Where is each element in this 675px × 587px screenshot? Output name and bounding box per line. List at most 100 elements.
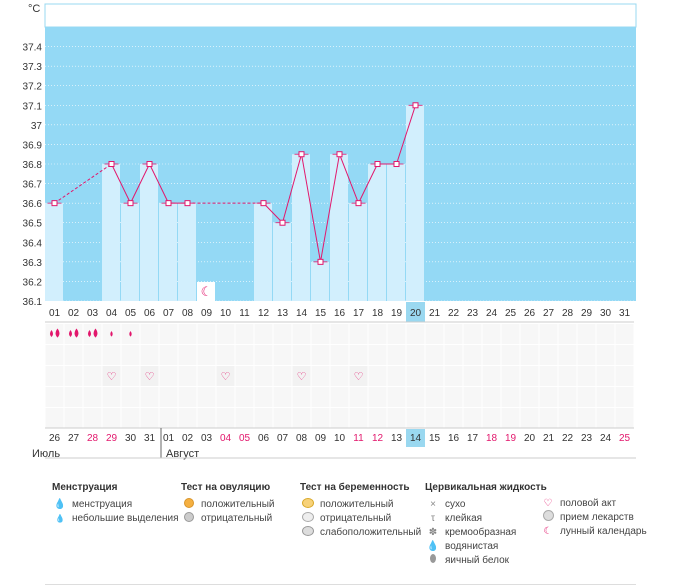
marker-cell[interactable] xyxy=(501,366,520,386)
marker-cell[interactable] xyxy=(444,366,463,386)
marker-cell[interactable] xyxy=(425,387,444,407)
marker-cell[interactable] xyxy=(45,366,64,386)
marker-cell[interactable] xyxy=(216,324,235,344)
marker-cell[interactable] xyxy=(140,345,159,365)
marker-cell[interactable] xyxy=(178,408,197,428)
marker-cell[interactable] xyxy=(577,408,596,428)
marker-cell[interactable] xyxy=(349,387,368,407)
marker-cell[interactable] xyxy=(102,387,121,407)
marker-cell[interactable] xyxy=(463,345,482,365)
marker-cell[interactable] xyxy=(216,387,235,407)
marker-cell[interactable] xyxy=(482,324,501,344)
temperature-point[interactable] xyxy=(336,151,343,158)
marker-cell[interactable] xyxy=(235,408,254,428)
temperature-point[interactable] xyxy=(355,200,362,207)
marker-cell[interactable] xyxy=(482,345,501,365)
marker-cell[interactable] xyxy=(197,366,216,386)
marker-cell[interactable] xyxy=(254,366,273,386)
marker-cell[interactable] xyxy=(501,387,520,407)
marker-cell[interactable] xyxy=(387,387,406,407)
marker-cell[interactable] xyxy=(102,408,121,428)
marker-cell[interactable] xyxy=(64,408,83,428)
marker-cell[interactable] xyxy=(64,324,83,344)
marker-cell[interactable] xyxy=(387,345,406,365)
marker-cell[interactable] xyxy=(330,366,349,386)
marker-cell[interactable] xyxy=(596,324,615,344)
marker-cell[interactable] xyxy=(539,324,558,344)
marker-cell[interactable] xyxy=(178,324,197,344)
marker-cell[interactable] xyxy=(482,366,501,386)
marker-cell[interactable] xyxy=(539,345,558,365)
marker-cell[interactable] xyxy=(520,408,539,428)
marker-cell[interactable] xyxy=(577,324,596,344)
marker-cell[interactable] xyxy=(615,387,634,407)
marker-cell[interactable] xyxy=(349,408,368,428)
marker-cell[interactable] xyxy=(444,324,463,344)
temperature-point[interactable] xyxy=(374,161,381,167)
marker-cell[interactable] xyxy=(140,387,159,407)
marker-cell[interactable] xyxy=(520,345,539,365)
marker-cell[interactable] xyxy=(235,387,254,407)
marker-cell[interactable] xyxy=(596,408,615,428)
marker-cell[interactable] xyxy=(121,387,140,407)
marker-cell[interactable] xyxy=(558,324,577,344)
marker-cell[interactable] xyxy=(368,345,387,365)
marker-cell[interactable] xyxy=(273,324,292,344)
marker-cell[interactable] xyxy=(292,387,311,407)
temperature-point[interactable] xyxy=(146,161,153,167)
marker-cell[interactable] xyxy=(178,387,197,407)
marker-cell[interactable] xyxy=(83,345,102,365)
marker-cell[interactable] xyxy=(539,408,558,428)
temperature-point[interactable] xyxy=(260,200,267,207)
temperature-point[interactable] xyxy=(298,151,305,158)
marker-cell[interactable] xyxy=(311,408,330,428)
marker-cell[interactable] xyxy=(425,366,444,386)
marker-cell[interactable] xyxy=(83,387,102,407)
marker-cell[interactable] xyxy=(45,387,64,407)
marker-cell[interactable] xyxy=(539,366,558,386)
marker-cell[interactable] xyxy=(197,324,216,344)
marker-cell[interactable] xyxy=(235,366,254,386)
marker-cell[interactable] xyxy=(273,387,292,407)
marker-cell[interactable] xyxy=(330,387,349,407)
marker-cell[interactable] xyxy=(387,408,406,428)
marker-cell[interactable] xyxy=(406,345,425,365)
marker-cell[interactable] xyxy=(387,366,406,386)
marker-cell[interactable] xyxy=(235,324,254,344)
marker-cell[interactable] xyxy=(292,408,311,428)
marker-cell[interactable] xyxy=(425,408,444,428)
marker-cell[interactable] xyxy=(444,387,463,407)
marker-cell[interactable] xyxy=(121,345,140,365)
marker-cell[interactable] xyxy=(64,345,83,365)
marker-cell[interactable] xyxy=(520,366,539,386)
temperature-point[interactable] xyxy=(108,161,115,167)
marker-cell[interactable] xyxy=(64,387,83,407)
marker-cell[interactable] xyxy=(368,387,387,407)
marker-cell[interactable] xyxy=(197,387,216,407)
marker-cell[interactable] xyxy=(311,366,330,386)
marker-cell[interactable] xyxy=(482,387,501,407)
temperature-point[interactable] xyxy=(393,161,400,167)
temperature-point[interactable] xyxy=(127,200,134,207)
marker-cell[interactable] xyxy=(216,408,235,428)
marker-cell[interactable] xyxy=(273,366,292,386)
marker-cell[interactable] xyxy=(159,387,178,407)
marker-cell[interactable] xyxy=(178,345,197,365)
marker-cell[interactable] xyxy=(311,345,330,365)
marker-cell[interactable] xyxy=(615,345,634,365)
marker-cell[interactable] xyxy=(349,324,368,344)
marker-cell[interactable] xyxy=(159,345,178,365)
marker-cell[interactable] xyxy=(330,345,349,365)
marker-cell[interactable] xyxy=(577,366,596,386)
marker-cell[interactable] xyxy=(121,408,140,428)
marker-cell[interactable] xyxy=(520,387,539,407)
marker-cell[interactable] xyxy=(159,366,178,386)
temperature-point[interactable] xyxy=(165,200,172,207)
marker-cell[interactable] xyxy=(330,324,349,344)
marker-cell[interactable] xyxy=(159,408,178,428)
marker-cell[interactable] xyxy=(501,408,520,428)
marker-cell[interactable] xyxy=(558,408,577,428)
marker-cell[interactable] xyxy=(254,387,273,407)
marker-cell[interactable] xyxy=(463,408,482,428)
marker-cell[interactable] xyxy=(387,324,406,344)
